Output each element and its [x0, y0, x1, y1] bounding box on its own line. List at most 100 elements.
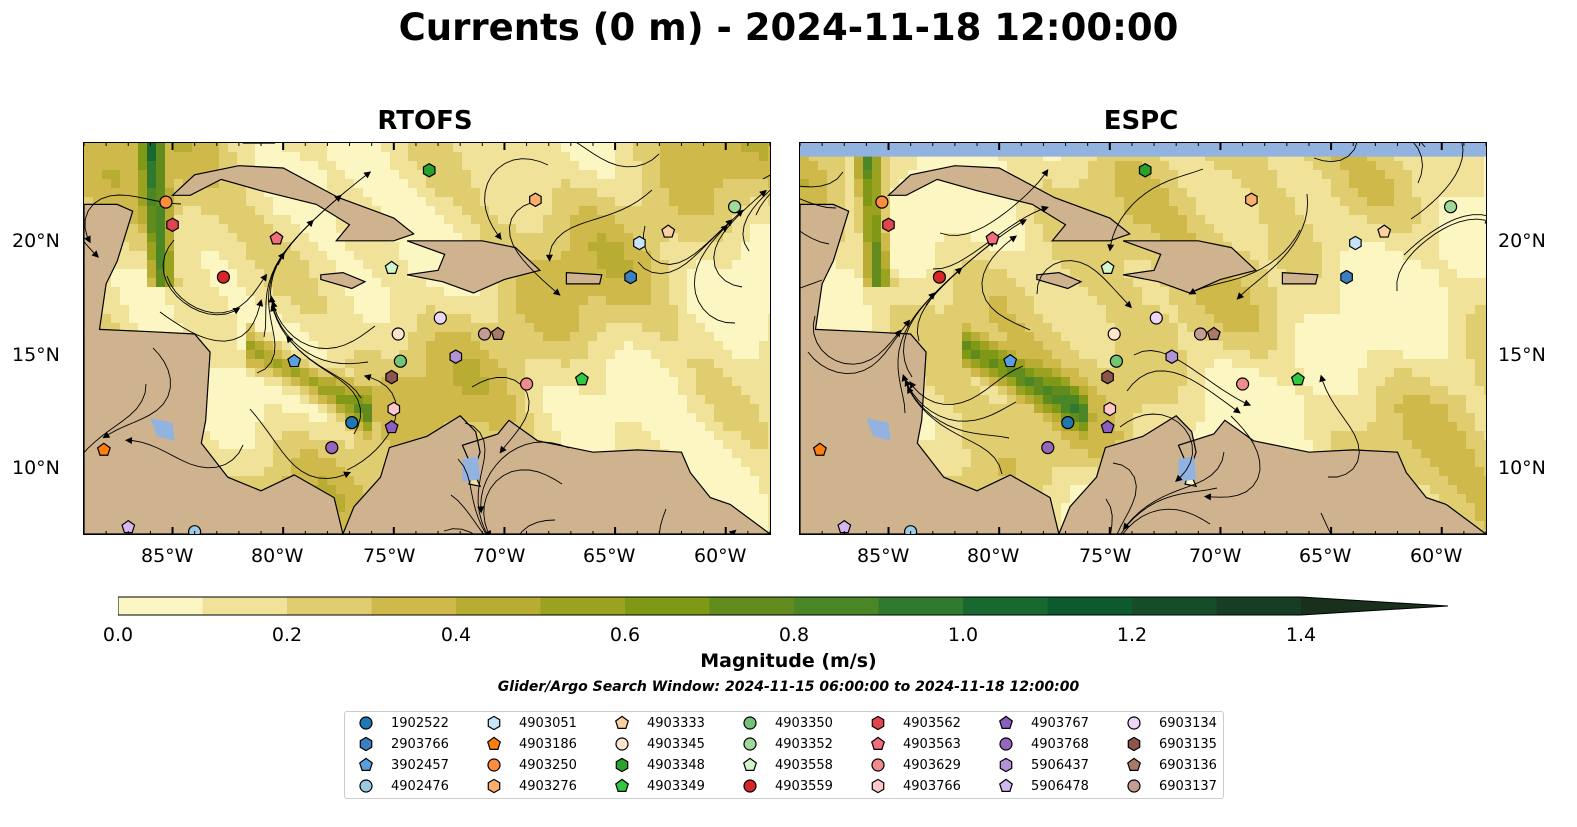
colorbar-segment [118, 597, 204, 615]
circle-marker-icon [743, 779, 757, 793]
pentagon-marker-icon [615, 778, 629, 792]
float-legend: 1902522 2903766 3902457 4902476 4903051 49031… [344, 711, 1224, 799]
lon-label-80w-left: 80°W [251, 545, 304, 567]
legend-item-label: 4903768 [1031, 736, 1089, 752]
legend-item-label: 4903345 [647, 736, 705, 752]
colorbar [118, 596, 1449, 616]
espc-map-canvas [800, 143, 1486, 534]
float-marker-4903766 [387, 401, 401, 417]
streamlines [84, 143, 770, 534]
float-marker-4903250 [875, 195, 889, 209]
lon-label-70w-right: 70°W [1189, 545, 1242, 567]
float-marker-4903186 [96, 442, 111, 456]
rtofs-map-canvas [84, 143, 770, 534]
legend-item-label: 3902457 [391, 757, 449, 773]
legend-item-label: 1902522 [391, 715, 449, 731]
legend-item-label: 6903134 [1159, 715, 1217, 731]
lon-label-80w-right: 80°W [967, 545, 1020, 567]
float-marker-5906437 [449, 349, 463, 364]
circle-marker-icon [743, 737, 757, 751]
legend-item-label: 4903349 [647, 778, 705, 794]
colorbar-tick-5: 1.0 [947, 624, 979, 646]
colorbar-tick-6: 1.2 [1116, 624, 1148, 646]
figure-title: Currents (0 m) - 2024-11-18 12:00:00 [398, 6, 1179, 49]
lat-label-20n-right: 20°N [1498, 230, 1546, 252]
float-marker-4903768 [1041, 441, 1055, 455]
legend-item-label: 4903348 [647, 757, 705, 773]
legend-item-4903629: 4903629 [867, 755, 961, 775]
legend-item-label: 4903250 [519, 757, 577, 773]
legend-item-label: 4903559 [775, 778, 833, 794]
float-marker-4902476 [188, 525, 202, 534]
colorbar-segment [1047, 597, 1133, 615]
colorbar-segment [202, 597, 288, 615]
legend-item-4903348: 4903348 [611, 755, 705, 775]
float-marker-4903766 [1103, 401, 1117, 417]
pentagon-marker-icon [359, 757, 373, 771]
legend-item-label: 4903276 [519, 778, 577, 794]
land-mass [84, 143, 770, 534]
search-window-text: Glider/Argo Search Window: 2024-11-15 06… [497, 679, 1080, 695]
float-marker-4903349 [1290, 372, 1305, 386]
float-marker-4903559 [216, 270, 230, 284]
float-marker-4903768 [325, 441, 339, 455]
legend-item-4903767: 4903767 [995, 713, 1089, 733]
colorbar-segment [1132, 597, 1218, 615]
lat-label-10n-right: 10°N [1498, 457, 1546, 479]
legend-item-label: 4903350 [775, 715, 833, 731]
pentagon-marker-icon [487, 736, 501, 750]
legend-item-6903137: 6903137 [1123, 776, 1217, 796]
hexagon-marker-icon [359, 736, 373, 752]
lon-label-60w-right: 60°W [1410, 545, 1463, 567]
hexagon-marker-icon [487, 715, 501, 731]
float-marker-4903629 [520, 377, 534, 391]
legend-item-6903136: 6903136 [1123, 755, 1217, 775]
colorbar-tick-0: 0.0 [102, 624, 134, 646]
hexagon-marker-icon [999, 757, 1013, 773]
legend-item-label: 4903186 [519, 736, 577, 752]
legend-item-5906437: 5906437 [995, 755, 1089, 775]
float-marker-6903135 [1101, 369, 1114, 385]
lon-label-75w-right: 75°W [1079, 545, 1132, 567]
lat-label-15n-right: 15°N [1498, 344, 1546, 366]
streamlines [800, 143, 1486, 534]
legend-item-label: 6903136 [1159, 757, 1217, 773]
colorbar-segment [794, 597, 880, 615]
hexagon-marker-icon [871, 778, 885, 794]
float-marker-2903766 [1340, 269, 1353, 285]
legend-item-4903352: 4903352 [739, 734, 833, 754]
lon-label-70w-left: 70°W [473, 545, 526, 567]
colorbar-tick-7: 1.4 [1285, 624, 1317, 646]
axis-ticks [84, 143, 770, 534]
circle-marker-icon [359, 779, 373, 793]
legend-item-4903051: 4903051 [483, 713, 577, 733]
float-marker-4903558 [384, 260, 399, 274]
float-marker-4903562 [882, 217, 895, 233]
legend-item-4903768: 4903768 [995, 734, 1089, 754]
legend-item-6903134: 6903134 [1123, 713, 1217, 733]
float-marker-4903345 [391, 327, 405, 341]
legend-item-2903766: 2903766 [355, 734, 449, 754]
pentagon-marker-icon [999, 715, 1013, 729]
legend-item-3902457: 3902457 [355, 755, 449, 775]
float-marker-4903349 [574, 372, 589, 386]
lat-label-20n-left: 20°N [12, 230, 60, 252]
float-marker-6903137 [477, 327, 492, 341]
float-marker-3902457 [287, 353, 302, 368]
colorbar-segment [371, 597, 457, 615]
pentagon-marker-icon [615, 715, 629, 729]
float-marker-4903352 [727, 200, 742, 214]
float-marker-4903051 [1349, 235, 1362, 251]
float-marker-4903563 [269, 231, 284, 245]
espc-map [799, 142, 1487, 535]
float-marker-4903276 [529, 192, 542, 208]
colorbar-tick-4: 0.8 [778, 624, 810, 646]
circle-marker-icon [487, 758, 501, 772]
float-marker-3902457 [1003, 353, 1018, 368]
float-marker-2903766 [624, 269, 637, 285]
float-marker-6903134 [1149, 311, 1163, 325]
legend-item-6903135: 6903135 [1123, 734, 1217, 754]
float-marker-1902522 [345, 416, 359, 430]
circle-marker-icon [1127, 779, 1141, 793]
float-marker-4902476 [904, 525, 918, 534]
